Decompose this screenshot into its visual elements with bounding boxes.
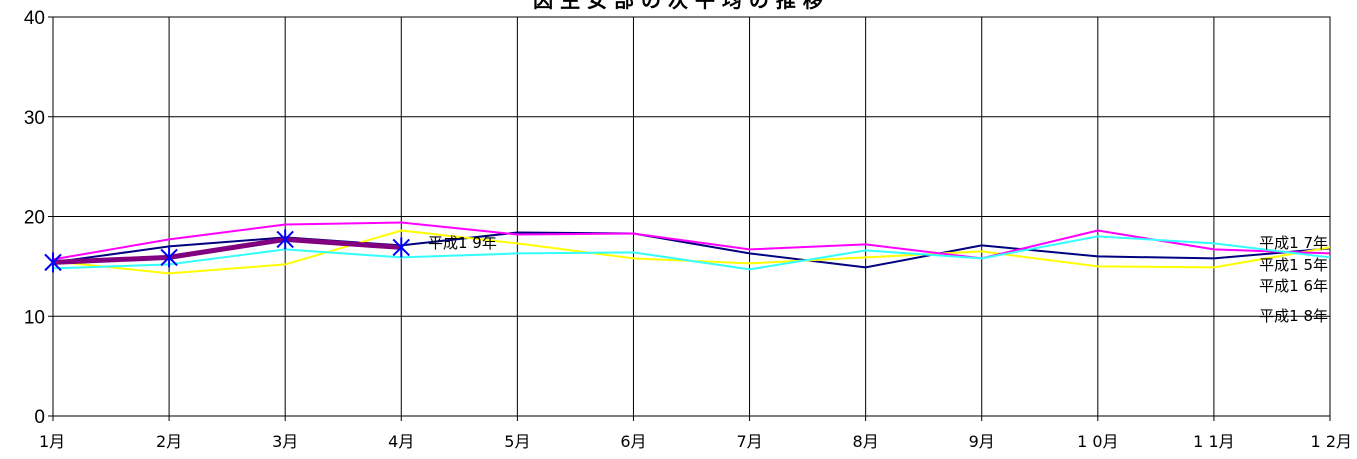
x-tick-label: 8月 (853, 432, 879, 451)
chart-grid (52, 16, 1331, 417)
data-point-marker (276, 229, 294, 250)
series-label: 平成1 6年 (1259, 277, 1328, 295)
x-tick-label: 5月 (504, 432, 530, 451)
y-tick-label: 0 (34, 407, 45, 428)
series-label: 平成1 9年 (428, 234, 497, 252)
x-tick-label: 1月 (39, 432, 65, 451)
series-line-4 (52, 236, 402, 265)
x-tick-label: 1 2月 (1311, 432, 1352, 451)
y-axis-ticks: 0 10 20 30 40 (24, 8, 53, 428)
series-line-0 (52, 231, 1331, 269)
series-markers (44, 229, 410, 273)
data-point-marker (392, 237, 410, 258)
y-tick-label: 30 (24, 108, 45, 129)
data-point-marker (44, 252, 62, 273)
series-line-3 (52, 235, 1331, 271)
x-tick-label: 4月 (388, 432, 414, 451)
x-tick-label: 1 1月 (1193, 432, 1234, 451)
series-line-2 (52, 221, 1331, 261)
y-tick-label: 10 (24, 307, 45, 328)
y-tick-label: 40 (24, 8, 45, 29)
series-label: 平成1 5年 (1259, 256, 1328, 274)
x-tick-label: 3月 (272, 432, 298, 451)
x-axis-ticks: 1月 2月 3月 4月 5月 6月 7月 8月 9月 1 0月 1 1月 1 2月 (39, 416, 1352, 451)
series-label: 平成1 8年 (1259, 307, 1328, 325)
x-tick-label: 6月 (620, 432, 646, 451)
x-tick-label: 7月 (736, 432, 762, 451)
x-tick-label: 2月 (156, 432, 182, 451)
chart-title: 因 生 女 部 の 次 平 均 の 推 移 (533, 0, 823, 12)
x-tick-label: 9月 (969, 432, 995, 451)
y-tick-label: 20 (24, 208, 45, 229)
series-label: 平成1 7年 (1259, 234, 1328, 252)
x-tick-label: 1 0月 (1077, 432, 1118, 451)
data-point-marker (160, 247, 178, 268)
series-lines (52, 221, 1331, 275)
